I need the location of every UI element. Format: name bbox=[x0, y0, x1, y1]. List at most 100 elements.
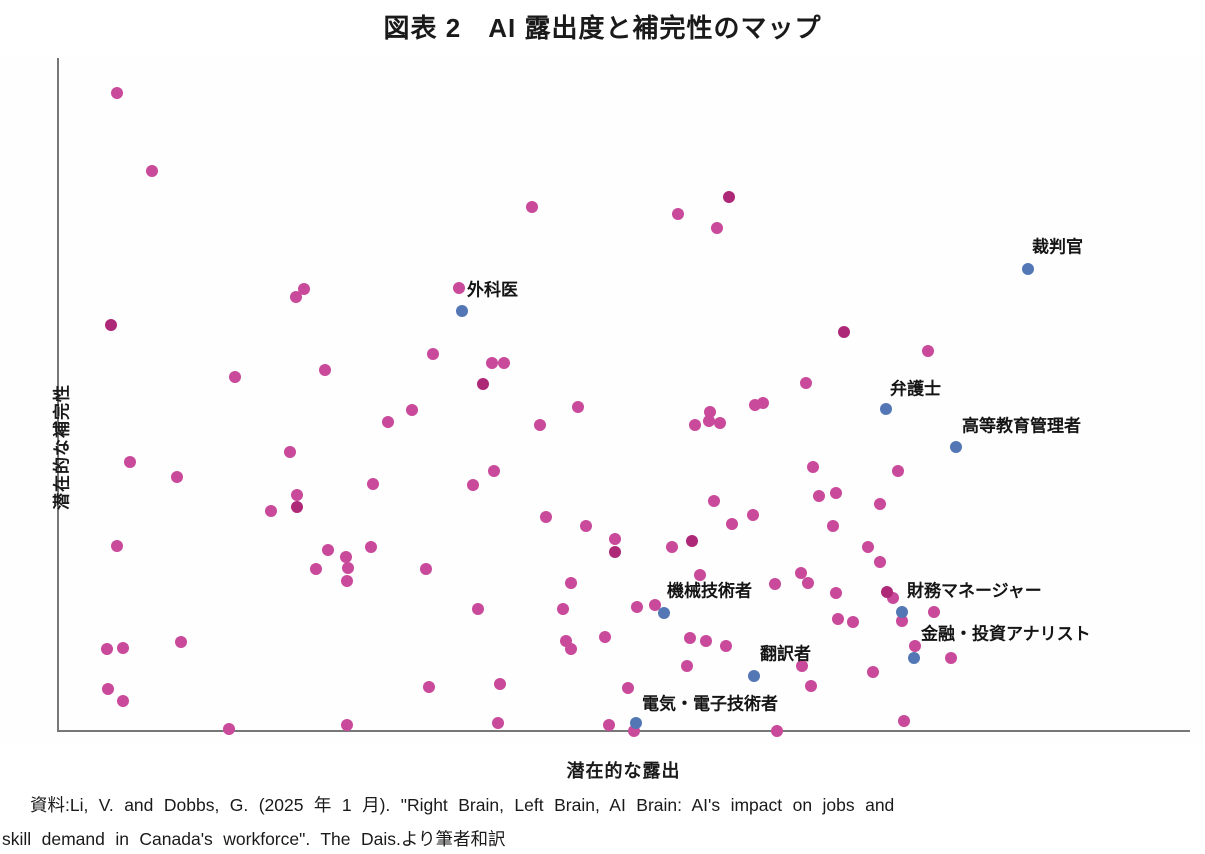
occupation-dot bbox=[342, 562, 354, 574]
figure-title: 図表 2 AI 露出度と補完性のマップ bbox=[383, 13, 822, 43]
labeled-occupation-dot bbox=[908, 652, 920, 664]
occupation-label: 財務マネージャー bbox=[907, 581, 1042, 601]
occupation-dot bbox=[703, 415, 715, 427]
occupation-dot bbox=[649, 599, 661, 611]
occupation-dot bbox=[862, 541, 874, 553]
occupation-dot bbox=[420, 563, 432, 575]
occupation-dot bbox=[694, 569, 706, 581]
occupation-dot bbox=[580, 520, 592, 532]
occupation-dot bbox=[771, 725, 783, 737]
occupation-dot bbox=[874, 556, 886, 568]
occupation-dot bbox=[565, 577, 577, 589]
y-axis-line bbox=[57, 58, 59, 732]
occupation-label: 金融・投資アナリスト bbox=[921, 624, 1091, 644]
occupation-dot-dark bbox=[477, 378, 489, 390]
occupation-dot bbox=[898, 715, 910, 727]
occupation-dot bbox=[382, 416, 394, 428]
occupation-dot bbox=[367, 478, 379, 490]
occupation-dot bbox=[565, 643, 577, 655]
occupation-dot bbox=[827, 520, 839, 532]
occupation-dot bbox=[757, 397, 769, 409]
occupation-label: 外科医 bbox=[467, 280, 518, 300]
occupation-dot-dark bbox=[838, 326, 850, 338]
labeled-occupation-dot bbox=[950, 441, 962, 453]
occupation-dot bbox=[427, 348, 439, 360]
labeled-occupation-dot bbox=[896, 606, 908, 618]
source-note-line-2: skill demand in Canada's workforce". The… bbox=[2, 829, 506, 850]
labeled-occupation-dot bbox=[456, 305, 468, 317]
occupation-dot bbox=[599, 631, 611, 643]
occupation-dot-dark bbox=[686, 535, 698, 547]
occupation-dot bbox=[928, 606, 940, 618]
occupation-dot bbox=[689, 419, 701, 431]
occupation-dot-dark bbox=[881, 586, 893, 598]
occupation-dot bbox=[684, 632, 696, 644]
source-note: 資料:Li, V. and Dobbs, G. (2025 年 1 月). "R… bbox=[0, 788, 1205, 854]
occupation-dot bbox=[341, 719, 353, 731]
occupation-dot bbox=[365, 541, 377, 553]
occupation-dot-dark bbox=[291, 501, 303, 513]
occupation-dot bbox=[805, 680, 817, 692]
occupation-dot bbox=[111, 540, 123, 552]
labeled-occupation-dot bbox=[658, 607, 670, 619]
occupation-dot bbox=[102, 683, 114, 695]
occupation-dot bbox=[488, 465, 500, 477]
occupation-dot bbox=[847, 616, 859, 628]
labeled-occupation-dot bbox=[1022, 263, 1034, 275]
occupation-dot bbox=[892, 465, 904, 477]
labeled-occupation-dot bbox=[880, 403, 892, 415]
occupation-dot bbox=[124, 456, 136, 468]
occupation-dot bbox=[265, 505, 277, 517]
occupation-label: 裁判官 bbox=[1032, 237, 1083, 257]
occupation-dot bbox=[472, 603, 484, 615]
occupation-dot bbox=[290, 291, 302, 303]
occupation-dot-dark bbox=[609, 546, 621, 558]
occupation-dot bbox=[796, 660, 808, 672]
occupation-dot bbox=[807, 461, 819, 473]
occupation-dot bbox=[146, 165, 158, 177]
occupation-dot bbox=[298, 283, 310, 295]
occupation-label: 電気・電子技術者 bbox=[642, 694, 778, 714]
labeled-occupation-dot bbox=[630, 717, 642, 729]
occupation-dot bbox=[922, 345, 934, 357]
x-axis-label: 潜在的な露出 bbox=[566, 761, 681, 781]
occupation-dot bbox=[832, 613, 844, 625]
occupation-dot bbox=[714, 417, 726, 429]
occupation-dot bbox=[720, 640, 732, 652]
occupation-dot bbox=[672, 208, 684, 220]
occupation-dot bbox=[284, 446, 296, 458]
occupation-dot bbox=[802, 577, 814, 589]
occupation-dot bbox=[708, 495, 720, 507]
occupation-dot bbox=[681, 660, 693, 672]
occupation-dot bbox=[874, 498, 886, 510]
occupation-dot bbox=[909, 640, 921, 652]
occupation-dot bbox=[813, 490, 825, 502]
occupation-dot bbox=[341, 575, 353, 587]
occupation-dot bbox=[453, 282, 465, 294]
occupation-dot bbox=[340, 551, 352, 563]
occupation-label: 翻訳者 bbox=[760, 644, 811, 664]
occupation-dot bbox=[609, 533, 621, 545]
occupation-dot bbox=[540, 511, 552, 523]
occupation-dot bbox=[769, 578, 781, 590]
y-axis-label: 潜在的な補完性 bbox=[52, 384, 72, 510]
occupation-dot bbox=[711, 222, 723, 234]
occupation-dot bbox=[631, 601, 643, 613]
occupation-dot bbox=[223, 723, 235, 735]
occupation-dot-dark bbox=[105, 319, 117, 331]
occupation-label: 機械技術者 bbox=[667, 581, 752, 601]
occupation-dot bbox=[726, 518, 738, 530]
occupation-dot bbox=[603, 719, 615, 731]
occupation-dot bbox=[700, 635, 712, 647]
scatter-chart: 潜在的な補完性 潜在的な露出 外科医 裁判官 弁護士 高等教育管理者 機械技術者 財務マネ… bbox=[0, 55, 1205, 781]
occupation-dot-dark bbox=[723, 191, 735, 203]
occupation-dot bbox=[867, 666, 879, 678]
labeled-occupation-dot bbox=[748, 670, 760, 682]
occupation-dot bbox=[171, 471, 183, 483]
occupation-dot bbox=[498, 357, 510, 369]
source-note-line-1: 資料:Li, V. and Dobbs, G. (2025 年 1 月). "R… bbox=[30, 795, 895, 815]
occupation-dot bbox=[111, 87, 123, 99]
occupation-dot bbox=[117, 642, 129, 654]
occupation-label: 弁護士 bbox=[890, 379, 941, 399]
